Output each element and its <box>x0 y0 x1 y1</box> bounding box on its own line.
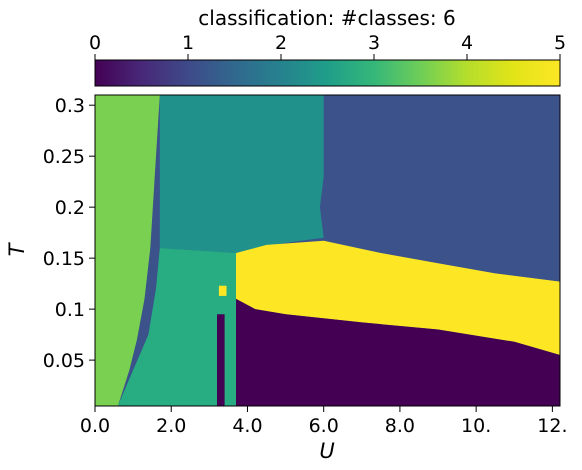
x-axis-ticks: 0.0 2.0 4.0 6.0 8.0 10. 12. <box>80 406 567 437</box>
heatmap-cells <box>95 95 560 406</box>
heatmap-region-class-3 <box>117 248 236 406</box>
colorbar-label: classification: #classes: 6 <box>198 6 455 30</box>
heatmap-region-class-0 <box>217 314 225 406</box>
x-tick-label: 6.0 <box>309 415 339 437</box>
heatmap-region-class-0 <box>236 298 560 406</box>
colorbar <box>94 59 561 87</box>
y-tick-label: 0.2 <box>55 197 85 219</box>
y-tick-label: 0.3 <box>55 95 85 117</box>
y-tick-label: 0.05 <box>43 350 85 372</box>
x-tick-label: 2.0 <box>156 415 186 437</box>
x-tick-label: 10. <box>461 415 491 437</box>
heatmap-region-class-4 <box>95 95 160 406</box>
plot-frame <box>94 94 561 407</box>
x-tick-label: 12. <box>537 415 567 437</box>
colorbar-tick-label: 4 <box>461 32 473 54</box>
x-tick-label: 0.0 <box>80 415 110 437</box>
x-tick-label: 4.0 <box>232 415 262 437</box>
y-tick-label: 0.1 <box>55 299 85 321</box>
colorbar-tick-label: 5 <box>554 32 566 54</box>
colorbar-tick-label: 3 <box>368 32 380 54</box>
y-tick-label: 0.15 <box>43 248 85 270</box>
x-tick-label: 8.0 <box>385 415 415 437</box>
colorbar-tick-label: 0 <box>89 32 101 54</box>
y-tick-label: 0.25 <box>43 146 85 168</box>
heatmap-region-class-5 <box>236 240 560 355</box>
x-axis-label: U <box>319 439 334 463</box>
colorbar-ticks: 0 1 2 3 4 5 <box>89 32 566 60</box>
heatmap-region-class-5 <box>218 285 227 296</box>
y-axis-ticks: 0.05 0.1 0.15 0.2 0.25 0.3 <box>43 95 95 372</box>
y-axis-label: T <box>5 241 29 256</box>
colorbar-tick-label: 2 <box>275 32 287 54</box>
colorbar-tick-label: 1 <box>182 32 194 54</box>
